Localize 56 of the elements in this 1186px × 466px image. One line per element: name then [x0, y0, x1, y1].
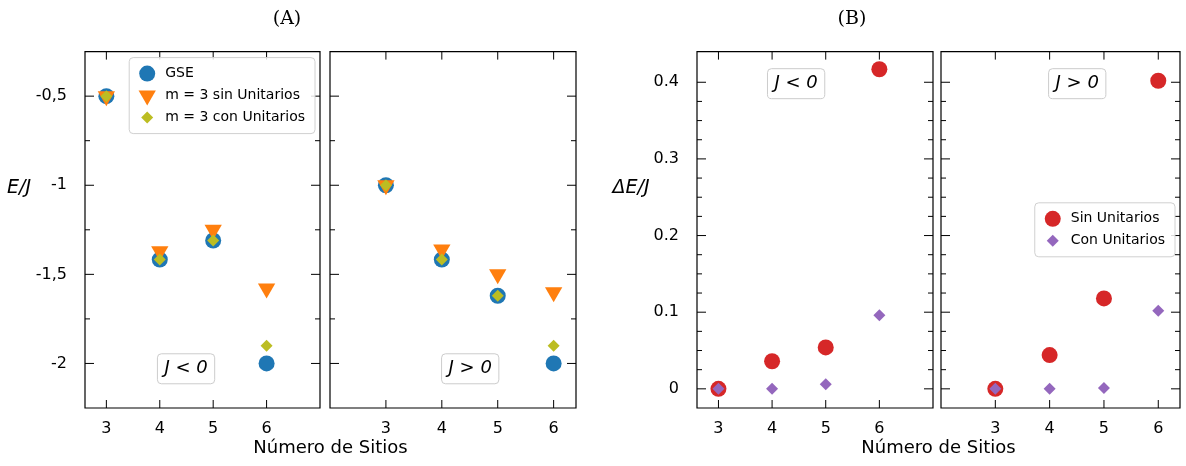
point	[766, 382, 779, 395]
point	[873, 309, 886, 322]
annotation: J < 0	[161, 356, 208, 378]
y-tick-label: -0,5	[35, 85, 67, 105]
point	[1097, 382, 1110, 395]
annotation: J > 0	[1052, 71, 1099, 93]
legend-label: m = 3 sin Unitarios	[165, 86, 300, 103]
legend-label: m = 3 con Unitarios	[165, 108, 305, 125]
x-tick-label: 4	[436, 417, 447, 437]
x-axis-title: Número de Sitios	[252, 436, 409, 457]
x-tick-label: 6	[1153, 417, 1164, 437]
legend-label: Sin Unitarios	[1070, 209, 1160, 226]
y-tick-label: -1	[51, 174, 67, 194]
y-axis-title: ΔE/J	[610, 175, 651, 197]
y-tick-label: 0.4	[653, 71, 679, 91]
point	[1152, 304, 1165, 317]
x-tick-label: 4	[154, 417, 165, 437]
point	[817, 339, 834, 356]
x-tick-label: 6	[874, 417, 885, 437]
x-tick-label: 3	[380, 417, 391, 437]
x-tick-label: 3	[990, 417, 1001, 437]
x-tick-label: 5	[208, 417, 219, 437]
x-tick-label: 5	[820, 417, 831, 437]
point	[764, 353, 781, 370]
x-tick-label: 3	[101, 417, 112, 437]
x-tick-label: 6	[548, 417, 559, 437]
x-tick-label: 6	[261, 417, 272, 437]
legend-label: Con Unitarios	[1070, 231, 1165, 248]
point	[819, 378, 832, 391]
y-tick-label: 0.1	[653, 301, 679, 321]
legend-label: GSE	[165, 64, 194, 81]
chart-title: (A)	[271, 6, 303, 28]
y-tick-label: -2	[51, 352, 67, 372]
point	[547, 339, 560, 352]
point	[545, 355, 562, 372]
chart-title: (B)	[836, 6, 868, 28]
annotation: J < 0	[771, 71, 818, 93]
point	[871, 61, 888, 78]
x-tick-label: 5	[1098, 417, 1110, 437]
y-tick-label: 0	[668, 377, 679, 397]
point	[1150, 72, 1167, 89]
x-tick-label: 4	[1044, 417, 1055, 437]
annotation: J > 0	[445, 356, 492, 378]
point	[1095, 290, 1112, 307]
point	[1041, 347, 1058, 364]
y-tick-label: -1,5	[35, 263, 67, 283]
y-tick-label: 0.3	[653, 148, 679, 168]
x-tick-label: 3	[713, 417, 724, 437]
point	[1043, 382, 1056, 395]
x-axis-title: Número de Sitios	[860, 436, 1017, 457]
point	[258, 355, 275, 372]
y-tick-label: 0.2	[653, 224, 679, 244]
x-tick-label: 5	[492, 417, 503, 437]
point	[260, 339, 273, 352]
y-axis-title: E/J	[6, 175, 32, 197]
x-tick-label: 4	[767, 417, 778, 437]
